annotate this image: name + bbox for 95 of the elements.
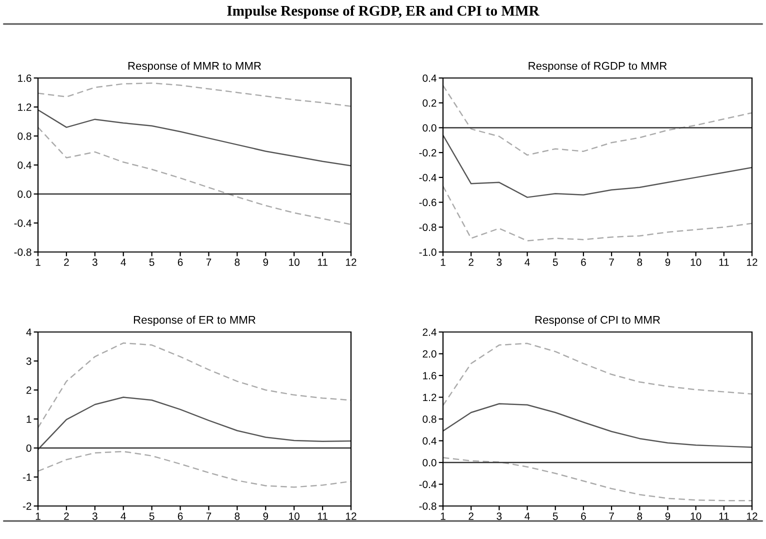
x-tick-label: 11	[719, 258, 729, 266]
chart-title: Response of ER to MMR	[134, 316, 256, 326]
x-tick-label: 3	[496, 512, 502, 520]
x-tick-label: 12	[346, 512, 356, 520]
y-tick-label: 1	[26, 416, 32, 423]
line-series	[443, 186, 752, 242]
x-tick-label: 5	[149, 512, 154, 520]
x-tick-label: 8	[637, 512, 642, 520]
text: Impulse Response of RGDP, ER and CPI to MMR	[227, 5, 540, 19]
x-tick-label: 6	[581, 258, 586, 266]
x-tick-label: 1	[440, 258, 446, 266]
y-tick-label: -1	[22, 474, 32, 481]
x-tick-label: 2	[64, 258, 69, 266]
x-tick-label: 9	[263, 258, 268, 266]
y-tick-label: -0.8	[419, 224, 436, 232]
x-tick-label: 9	[665, 258, 670, 266]
y-tick-label: 0.8	[422, 416, 436, 423]
line-series	[38, 82, 351, 107]
y-tick-label: 0.4	[422, 437, 436, 445]
line-series	[443, 84, 752, 156]
x-tick-label: 3	[496, 258, 502, 266]
x-tick-label: 5	[149, 258, 154, 266]
x-tick-label: 11	[719, 512, 729, 520]
x-tick-label: 7	[609, 512, 614, 520]
x-tick-label: 10	[690, 258, 702, 266]
y-tick-label: 0.0	[422, 459, 436, 466]
y-tick-label: -0.8	[419, 502, 436, 510]
y-tick-label: -0.2	[419, 149, 436, 156]
y-tick-label: 0.4	[422, 74, 436, 82]
x-tick-label: 12	[747, 258, 758, 266]
line-series	[38, 396, 351, 450]
chart-title: Response of CPI to MMR	[535, 316, 660, 326]
y-tick-label: -0.8	[14, 248, 32, 256]
x-tick-label: 3	[92, 258, 98, 266]
line-series	[38, 450, 351, 488]
x-tick-label: 12	[747, 512, 758, 520]
chart-title: Response of MMR to MMR	[128, 62, 261, 72]
x-tick-label: 8	[234, 512, 240, 520]
x-tick-label: 10	[289, 258, 300, 266]
x-tick-label: 8	[637, 258, 642, 266]
x-tick-label: 3	[92, 512, 98, 520]
x-tick-label: 7	[609, 258, 614, 266]
line-series	[38, 109, 351, 166]
x-tick-label: 1	[440, 512, 446, 520]
line-series	[443, 134, 752, 198]
x-tick-label: 6	[581, 512, 586, 520]
y-tick-label: 2.0	[422, 350, 436, 358]
x-tick-label: 8	[234, 258, 240, 266]
x-tick-label: 11	[318, 512, 328, 520]
x-tick-label: 1	[36, 512, 40, 520]
x-tick-label: 2	[468, 258, 474, 266]
x-tick-label: 6	[178, 512, 183, 520]
y-tick-label: 1.2	[18, 104, 32, 111]
y-tick-label: 0.2	[422, 99, 436, 107]
y-tick-label: 0.4	[18, 162, 32, 169]
x-tick-label: 1	[36, 258, 40, 266]
x-tick-label: 7	[206, 258, 212, 266]
x-tick-label: 4	[120, 258, 126, 266]
chart-title: Response of RGDP to MMR	[528, 62, 667, 72]
y-tick-label: -0.4	[419, 480, 436, 488]
x-tick-label: 10	[690, 512, 702, 520]
y-tick-label: -2	[22, 502, 32, 510]
x-tick-label: 5	[552, 258, 558, 266]
y-tick-label: -0.4	[14, 220, 32, 227]
y-tick-label: 1.2	[423, 394, 436, 402]
x-tick-label: 4	[524, 512, 530, 520]
x-tick-label: 9	[665, 512, 670, 520]
x-tick-label: 12	[346, 258, 356, 266]
x-tick-label: 7	[206, 512, 212, 520]
y-tick-label: 2	[26, 386, 32, 394]
line-series	[443, 342, 752, 406]
x-tick-label: 9	[263, 512, 268, 520]
y-tick-label: -0.4	[419, 174, 436, 182]
line-series	[443, 456, 752, 502]
x-tick-label: 4	[120, 512, 126, 520]
y-tick-label: 4	[26, 328, 32, 336]
y-tick-label: -0.6	[419, 198, 436, 206]
y-tick-label: 0.8	[18, 132, 32, 140]
x-tick-label: 11	[318, 258, 328, 266]
x-tick-label: 6	[178, 258, 183, 266]
x-tick-label: 10	[289, 512, 300, 520]
y-tick-label: 0	[26, 444, 32, 452]
line-series	[38, 126, 351, 226]
y-tick-label: 3	[26, 358, 32, 365]
y-tick-label: 1.6	[423, 372, 436, 380]
x-tick-label: 2	[64, 512, 69, 520]
x-tick-label: 4	[524, 258, 530, 266]
x-tick-label: 5	[552, 512, 558, 520]
y-tick-label: -1.0	[419, 248, 436, 256]
y-tick-label: 0.0	[18, 190, 32, 198]
x-tick-label: 2	[468, 512, 474, 520]
y-tick-label: 1.6	[18, 74, 32, 82]
y-tick-label: 0.0	[422, 124, 436, 132]
y-tick-label: 2.4	[422, 328, 436, 336]
line-series	[443, 403, 752, 448]
